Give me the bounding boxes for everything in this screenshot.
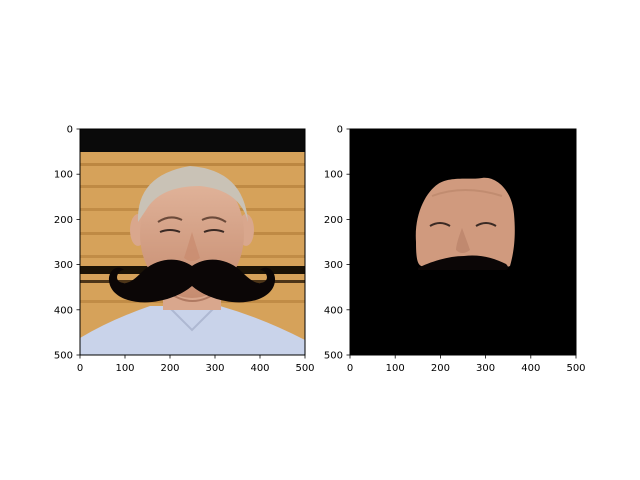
right-axes-ticks: 0 100 200 300 400 500 0 100 200 300 400 500 — [324, 125, 586, 375]
left-x-tick-label: 400 — [250, 363, 269, 374]
left-image-axes: 0 100 200 300 400 500 0 100 200 300 400 500 — [54, 125, 315, 375]
right-y-tick-label: 400 — [324, 305, 343, 316]
left-axes-ticks: 0 100 200 300 400 500 0 100 200 300 400 500 — [54, 125, 315, 375]
left-x-tick-label: 100 — [115, 363, 134, 374]
right-y-tick-label: 300 — [324, 260, 343, 271]
right-x-tick-label: 200 — [431, 363, 450, 374]
right-x-tick-label: 500 — [566, 363, 585, 374]
masked-face — [415, 177, 515, 268]
left-y-tick-label: 100 — [54, 170, 73, 181]
left-x-tick-label: 200 — [160, 363, 179, 374]
right-x-tick-label: 300 — [476, 363, 495, 374]
right-axes-frame — [349, 128, 577, 356]
right-y-tick-label: 100 — [324, 170, 343, 181]
right-x-tick-label: 0 — [347, 363, 353, 374]
left-y-tick-label: 0 — [67, 125, 73, 136]
left-image — [80, 129, 305, 355]
mustache — [108, 259, 276, 303]
left-y-tick-label: 400 — [54, 305, 73, 316]
top-black-band — [80, 129, 305, 152]
mustache — [418, 255, 509, 270]
left-y-tick-label: 500 — [54, 351, 73, 362]
left-y-tick-label: 200 — [54, 215, 73, 226]
hair — [137, 166, 248, 222]
right-x-tick-label: 100 — [386, 363, 405, 374]
right-image-axes: 0 100 200 300 400 500 0 100 200 300 400 500 — [324, 125, 586, 375]
left-x-tick-label: 500 — [295, 363, 314, 374]
left-axes-frame — [79, 128, 306, 356]
right-y-tick-label: 500 — [324, 351, 343, 362]
left-x-tick-label: 300 — [205, 363, 224, 374]
right-y-tick-label: 0 — [337, 125, 343, 136]
right-y-tick-label: 200 — [324, 215, 343, 226]
right-image — [350, 129, 576, 355]
left-x-tick-label: 0 — [77, 363, 83, 374]
right-x-tick-label: 400 — [521, 363, 540, 374]
left-y-tick-label: 300 — [54, 260, 73, 271]
